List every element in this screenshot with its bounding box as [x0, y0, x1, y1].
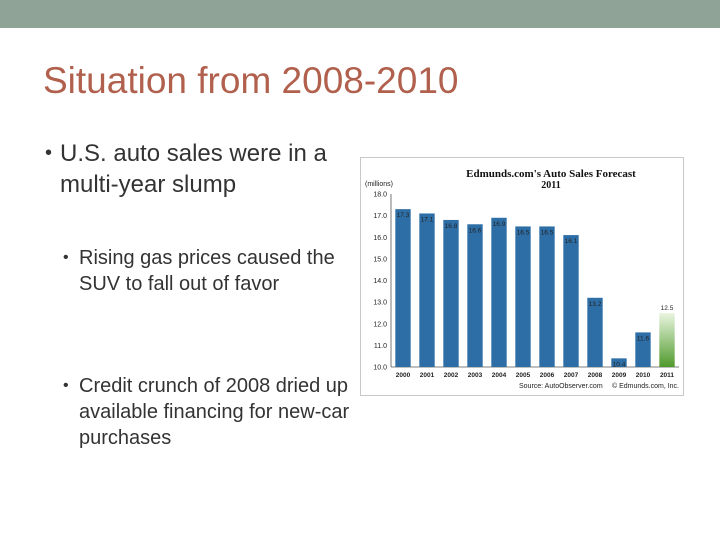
y-tick-label: 16.0: [373, 235, 387, 242]
bar: [587, 297, 603, 367]
bullet-level1: • U.S. auto sales were in a multi-year s…: [45, 138, 365, 200]
data-labels: 17.3 17.1 16.8 16.6 16.9 16.5 16.5 16.1 13.2 10.4…: [397, 212, 674, 368]
bar: [539, 226, 555, 367]
top-accent-band: [0, 0, 720, 28]
sales-forecast-chart: Edmunds.com's Auto Sales Forecast 2011 (…: [365, 168, 679, 390]
x-tick-label: 2008: [588, 372, 603, 379]
bullet-dot: •: [45, 142, 53, 164]
bar: [467, 224, 483, 367]
data-label: 16.6: [469, 227, 482, 234]
data-label: 16.5: [541, 229, 554, 236]
bars: [395, 209, 675, 367]
y-tick-label: 18.0: [373, 192, 387, 199]
x-tick-label: 2009: [612, 372, 627, 379]
y-tick-label: 15.0: [373, 256, 387, 263]
bullet-text: U.S. auto sales were in a multi-year slu…: [60, 140, 327, 198]
x-tick-label: 2010: [636, 372, 651, 379]
data-label: 17.3: [397, 212, 410, 219]
bar: [395, 209, 411, 367]
x-tick-label: 2002: [444, 372, 459, 379]
bullet-dot: •: [63, 377, 69, 394]
data-label: 12.5: [661, 305, 674, 312]
copyright-credit: © Edmunds.com, Inc.: [612, 382, 679, 390]
x-tick-label: 2004: [492, 372, 507, 379]
bar: [419, 213, 435, 367]
x-tick-label: 2003: [468, 372, 483, 379]
chart-title: Edmunds.com's Auto Sales Forecast: [466, 168, 636, 180]
bar: [563, 235, 579, 367]
data-label: 13.2: [589, 301, 602, 308]
bar: [443, 219, 459, 367]
data-label: 17.1: [421, 216, 434, 223]
data-label: 16.5: [517, 229, 530, 236]
bullet-level2-credit: • Credit crunch of 2008 dried up availab…: [63, 373, 353, 451]
bullet-text: Credit crunch of 2008 dried up available…: [79, 375, 350, 449]
y-tick-label: 14.0: [373, 278, 387, 285]
y-tick-label: 11.0: [374, 343, 387, 350]
bullet-dot: •: [63, 249, 69, 266]
x-tick-label: 2001: [420, 372, 435, 379]
y-tick-labels: 18.0 17.0 16.0 15.0 14.0 13.0 12.0 11.0 10.0: [373, 192, 387, 372]
y-tick-label: 12.0: [373, 321, 387, 328]
bar: [611, 358, 627, 367]
y-tick-label: 13.0: [373, 300, 387, 307]
slide-title: Situation from 2008-2010: [43, 60, 459, 101]
y-tick-label: 17.0: [373, 213, 387, 220]
bullet-level2-gas: • Rising gas prices caused the SUV to fa…: [63, 245, 353, 297]
bullet-text: Rising gas prices caused the SUV to fall…: [79, 247, 335, 295]
x-tick-labels: 2000 2001 2002 2003 2004 2005 2006 2007 2008 2009…: [396, 372, 675, 379]
chart-subtitle: 2011: [541, 180, 560, 191]
y-tick-label: 10.0: [373, 365, 387, 372]
bar: [491, 217, 507, 367]
x-tick-label: 2011: [660, 372, 674, 379]
bar: [635, 332, 651, 367]
source-credit: Source: AutoObserver.com: [519, 383, 603, 390]
y-axis-label: (millions): [365, 181, 393, 188]
bar: [515, 226, 531, 367]
x-tick-label: 2006: [540, 372, 555, 379]
data-label: 11.6: [637, 335, 650, 342]
data-label: 10.4: [613, 361, 626, 368]
data-label: 16.8: [445, 223, 458, 230]
x-tick-label: 2007: [564, 372, 579, 379]
data-label: 16.1: [565, 238, 578, 245]
data-label: 16.9: [493, 221, 506, 228]
chart-frame: Edmunds.com's Auto Sales Forecast 2011 (…: [360, 157, 684, 396]
x-tick-label: 2005: [516, 372, 531, 379]
x-tick-label: 2000: [396, 372, 411, 379]
bar-forecast: [659, 312, 675, 367]
